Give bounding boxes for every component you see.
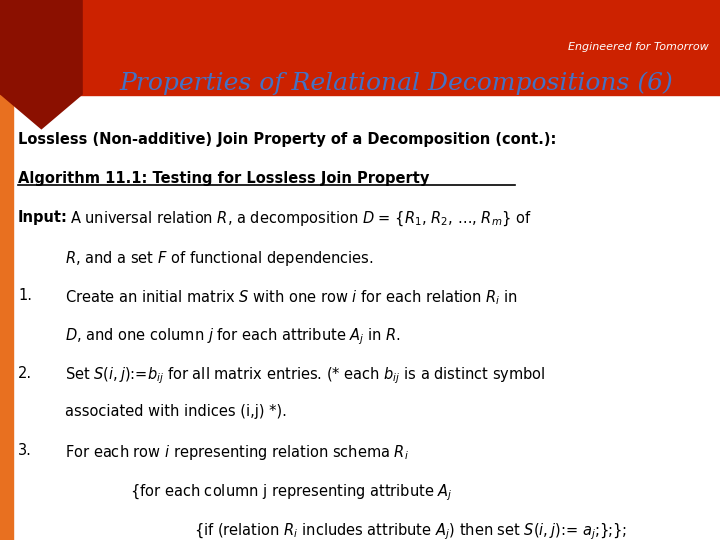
Text: $R$, and a set $F$ of functional dependencies.: $R$, and a set $F$ of functional depende… [65, 249, 374, 268]
Text: Set $S(i,j)$:=$b_{ij}$ for all matrix entries. (* each $b_{ij}$ is a distinct sy: Set $S(i,j)$:=$b_{ij}$ for all matrix en… [65, 366, 546, 386]
Text: {for each column j representing attribute $A_j$: {for each column j representing attribut… [130, 482, 452, 503]
Bar [0, 94, 13, 540]
Bar [0, 0, 720, 94]
Text: Input:: Input: [18, 210, 68, 225]
Text: For each row $i$ representing relation schema $R_i$: For each row $i$ representing relation s… [65, 443, 409, 462]
Text: $D$, and one column $j$ for each attribute $A_j$ in $R$.: $D$, and one column $j$ for each attribu… [65, 327, 401, 347]
Text: Lossless (Non-additive) Join Property of a Decomposition (cont.):: Lossless (Non-additive) Join Property of… [18, 132, 557, 147]
Text: Create an initial matrix $S$ with one row $i$ for each relation $R_i$ in: Create an initial matrix $S$ with one ro… [65, 288, 518, 307]
Text: Properties of Relational Decompositions (6): Properties of Relational Decompositions … [119, 72, 673, 96]
Text: A universal relation $R$, a decomposition $D$ = {$R_1$, $R_2$, …, $R_m$} of: A universal relation $R$, a decompositio… [70, 210, 532, 228]
Text: Engineered for Tomorrow: Engineered for Tomorrow [569, 42, 709, 52]
Text: 3.: 3. [18, 443, 32, 458]
Text: 2.: 2. [18, 366, 32, 381]
Text: {if (relation $R_i$ includes attribute $A_j$) then set $S(i,j)$:= $a_j$;};};: {if (relation $R_i$ includes attribute $… [194, 521, 627, 540]
Text: Algorithm 11.1: Testing for Lossless Join Property: Algorithm 11.1: Testing for Lossless Joi… [18, 171, 429, 186]
Text: associated with indices (i,j) *).: associated with indices (i,j) *). [65, 404, 287, 420]
Polygon shape [0, 0, 83, 130]
Text: 1.: 1. [18, 288, 32, 303]
